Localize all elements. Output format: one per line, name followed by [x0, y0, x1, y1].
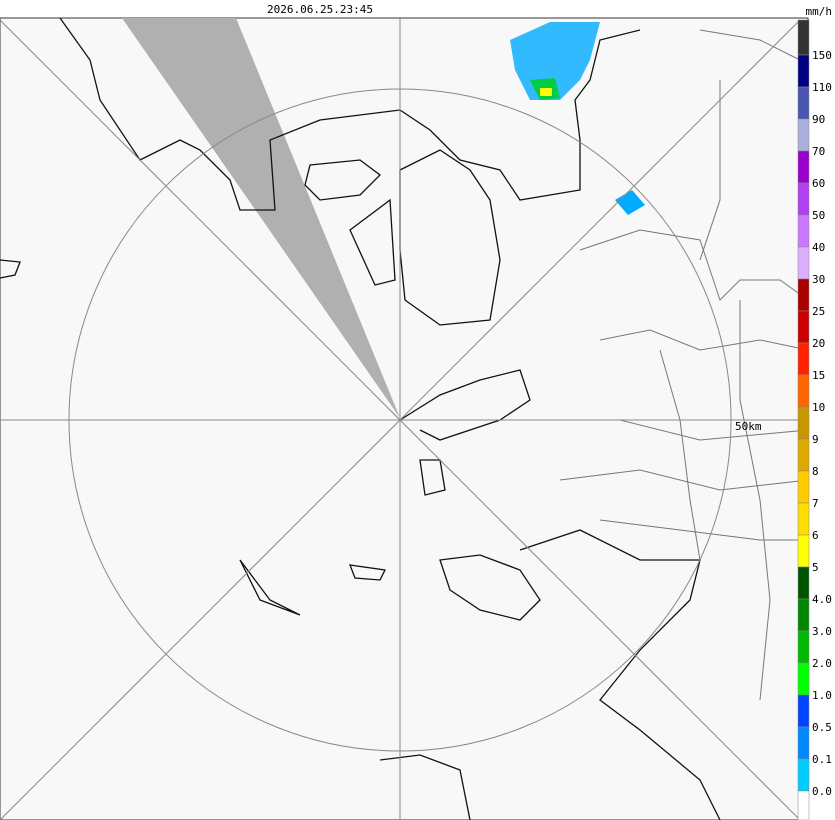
- legend-label: 2.0: [812, 657, 832, 670]
- legend-label: 4.0: [812, 593, 832, 606]
- legend-label: 110: [812, 81, 832, 94]
- blocked-sector: [122, 18, 400, 418]
- legend: 150 110 90 70 60 50 40 30 25 20 15 10 9 8 7 6 5 4.0 3.0 2.0…: [797, 19, 832, 820]
- timestamp: 2026.06.25.23:45: [267, 3, 373, 16]
- legend-swatch: [797, 19, 810, 56]
- legend-label: 150: [812, 49, 832, 62]
- legend-swatch: [797, 374, 810, 408]
- legend-label: 0.5: [812, 721, 832, 734]
- legend-label: 1.0: [812, 689, 832, 702]
- legend-label: 25: [812, 305, 825, 318]
- legend-label: 40: [812, 241, 825, 254]
- legend-label: 15: [812, 369, 825, 382]
- legend-swatch: [797, 790, 810, 820]
- boundaries: [540, 29, 809, 701]
- legend-swatch: [797, 662, 810, 696]
- legend-swatch: [797, 598, 810, 632]
- legend-swatch: [797, 694, 810, 728]
- map-area: [0, 17, 809, 820]
- legend-swatch: [797, 534, 810, 568]
- legend-label: 7: [812, 497, 819, 510]
- legend-swatch: [797, 86, 810, 120]
- rain-echoes: [510, 22, 645, 215]
- legend-label: 0.0: [812, 785, 832, 798]
- legend-swatch: [797, 182, 810, 216]
- legend-swatch: [797, 310, 810, 344]
- legend-label: 90: [812, 113, 825, 126]
- legend-label: 20: [812, 337, 825, 350]
- legend-swatch: [797, 470, 810, 504]
- legend-swatch: [797, 246, 810, 280]
- legend-swatch: [797, 214, 810, 248]
- legend-swatch: [797, 726, 810, 760]
- legend-label: 10: [812, 401, 825, 414]
- legend-label: 70: [812, 145, 825, 158]
- range-grid: [0, 18, 808, 820]
- range-label: 50km: [735, 420, 762, 433]
- legend-swatch: [797, 54, 810, 88]
- legend-swatch: [797, 502, 810, 536]
- legend-swatch: [797, 118, 810, 152]
- legend-label: 60: [812, 177, 825, 190]
- legend-swatch: [797, 342, 810, 376]
- coastlines: [0, 17, 721, 820]
- legend-unit: mm/h: [806, 5, 833, 18]
- legend-swatch: [797, 630, 810, 664]
- legend-swatch: [797, 278, 810, 312]
- legend-label: 30: [812, 273, 825, 286]
- legend-swatch: [797, 438, 810, 472]
- legend-label: 6: [812, 529, 819, 542]
- legend-label: 9: [812, 433, 819, 446]
- legend-label: 8: [812, 465, 819, 478]
- legend-label: 3.0: [812, 625, 832, 638]
- legend-label: 5: [812, 561, 819, 574]
- legend-label: 0.1: [812, 753, 832, 766]
- legend-swatch: [797, 406, 810, 440]
- legend-swatch: [797, 150, 810, 184]
- legend-label: 50: [812, 209, 825, 222]
- legend-swatch: [797, 758, 810, 792]
- legend-swatch: [797, 566, 810, 600]
